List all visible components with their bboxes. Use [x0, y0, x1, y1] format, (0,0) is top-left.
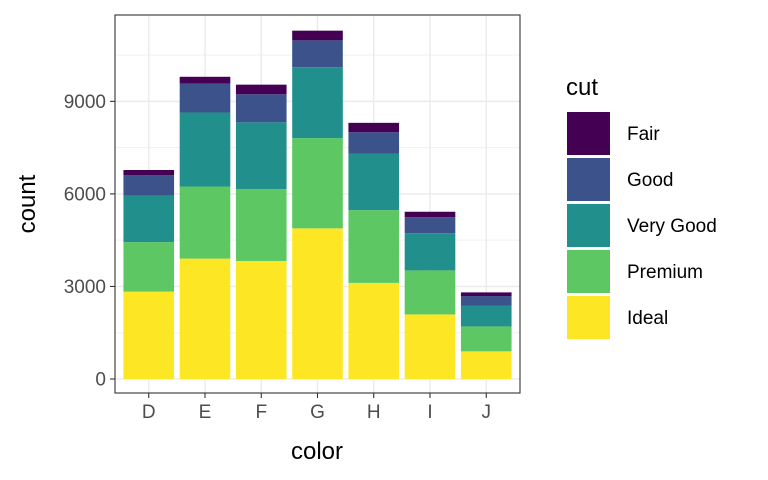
legend-label: Ideal — [627, 308, 668, 329]
bar-segment-I-ideal — [404, 314, 456, 379]
bar-segment-D-good — [123, 175, 175, 196]
bar-segment-F-ideal — [235, 260, 287, 379]
bar-segment-G-ideal — [292, 228, 343, 379]
bar-segment-E-ideal — [179, 258, 231, 379]
x-tick-label: F — [255, 402, 267, 423]
bar-segment-H-very-good — [348, 153, 400, 211]
bar-segment-F-premium — [235, 189, 287, 261]
bar-segment-E-premium — [179, 186, 231, 259]
x-tick-label: H — [367, 402, 381, 423]
x-axis: D E F G H I J — [142, 393, 491, 423]
bar-segment-I-fair — [404, 211, 456, 218]
bar-segment-G-premium — [292, 138, 343, 229]
y-tick-label: 0 — [95, 370, 106, 391]
bar-segment-H-good — [348, 132, 400, 154]
legend-key-ideal — [567, 296, 610, 339]
y-tick-label: 3000 — [64, 277, 106, 298]
bar-segment-H-fair — [348, 122, 400, 133]
bar-segment-J-very-good — [460, 305, 512, 327]
legend-key-very-good — [567, 204, 610, 247]
bar-segment-J-premium — [460, 326, 512, 352]
x-axis-title: color — [291, 438, 343, 465]
x-tick-label: E — [199, 402, 212, 423]
legend-label: Good — [627, 170, 673, 191]
legend-label: Very Good — [627, 216, 717, 237]
bar-segment-F-fair — [235, 84, 287, 95]
bar-segment-I-good — [404, 217, 456, 234]
bar-segment-G-very-good — [292, 67, 343, 139]
legend-label: Premium — [627, 262, 703, 283]
y-axis-title: count — [14, 174, 41, 233]
bar-segment-H-premium — [348, 210, 400, 283]
bar-segment-J-good — [460, 296, 512, 306]
bar-segment-D-very-good — [123, 195, 175, 243]
bar-segment-H-ideal — [348, 282, 400, 379]
legend-key-fair — [567, 112, 610, 155]
bar-segment-E-very-good — [179, 112, 231, 187]
x-tick-label: D — [142, 402, 156, 423]
bar-segment-D-ideal — [123, 291, 175, 379]
bar-segment-J-ideal — [460, 351, 512, 379]
x-tick-label: I — [427, 402, 432, 423]
bar-segment-G-fair — [292, 30, 343, 41]
bar-segment-D-fair — [123, 170, 175, 176]
bar-segment-I-premium — [404, 270, 456, 315]
bar-segment-J-fair — [460, 292, 512, 297]
bar-segment-E-fair — [179, 76, 231, 84]
y-tick-label: 9000 — [64, 92, 106, 113]
legend-title: cut — [566, 74, 598, 101]
bar-segment-G-good — [292, 40, 343, 68]
legend-key-premium — [567, 250, 610, 293]
legend-key-good — [567, 158, 610, 201]
x-tick-label: G — [310, 402, 325, 423]
bar-segment-F-good — [235, 94, 287, 123]
y-axis: 0 3000 6000 9000 — [64, 92, 115, 391]
x-tick-label: J — [482, 402, 492, 423]
bar-segment-I-very-good — [404, 233, 456, 271]
legend-label: Fair — [627, 124, 660, 145]
bar-segment-E-good — [179, 83, 231, 113]
y-tick-label: 6000 — [64, 184, 106, 205]
legend: cut Fair Good Very Good Premium Ideal — [566, 74, 717, 339]
bar-segment-D-premium — [123, 242, 175, 292]
bars — [123, 30, 512, 379]
bar-segment-F-very-good — [235, 122, 287, 190]
